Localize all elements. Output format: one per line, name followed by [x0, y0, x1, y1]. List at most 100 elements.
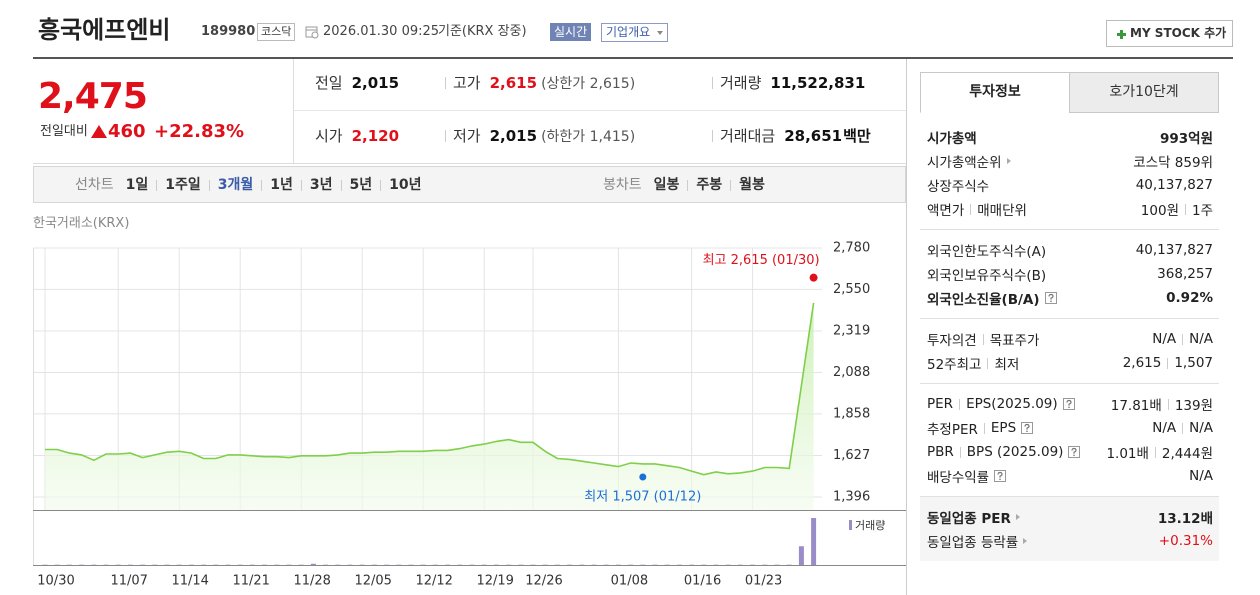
arrow-icon[interactable]: [1015, 514, 1020, 520]
summary-bottom: [33, 163, 906, 164]
mystock-button[interactable]: MY STOCK 추가: [1106, 20, 1233, 47]
info-section: 동일업종 PER 13.12배 동일업종 등락률 +0.31%: [920, 497, 1219, 561]
tab-group-label: 봉차트: [603, 177, 642, 193]
chart-tab[interactable]: 월봉: [739, 177, 765, 193]
info-value: 1.01배 2,444원: [1106, 442, 1213, 462]
info-label: 외국인소진율(B/A): [927, 288, 1057, 308]
chart-tab[interactable]: 1주일: [165, 177, 201, 193]
info-row: 액면가 매매단위 100원 1주: [920, 197, 1219, 221]
tab-group-label: 선차트: [75, 177, 114, 193]
help-icon[interactable]: [994, 470, 1007, 482]
label-part: 외국인소진율(B/A): [927, 292, 1040, 308]
chart-tab[interactable]: 3개월: [217, 177, 254, 193]
value-part: 368,257: [1157, 266, 1213, 282]
info-value: N/A N/A: [1152, 420, 1213, 436]
chart-tab[interactable]: 주봉: [696, 177, 723, 193]
chart-tab-bar: [33, 166, 906, 203]
value-part: 2,444원: [1161, 446, 1213, 462]
volume-legend-swatch: [849, 520, 852, 530]
label-part: 목표주가: [989, 333, 1040, 349]
info-label: 외국인한도주식수(A): [927, 240, 1046, 260]
summary-cell: 시가 2,120: [315, 126, 399, 146]
info-value: +0.31%: [1159, 533, 1213, 549]
summary-cell: 고가 2,615 (상한가 2,615): [453, 73, 635, 94]
y-tick-label: 1,627: [833, 448, 870, 463]
label-part: 투자의견: [927, 333, 977, 349]
price-chart: 1,396 1,627 1,858 2,088 2,319 2,550 2,780 10/30…: [33, 241, 906, 589]
info-value: N/A N/A: [1152, 331, 1213, 347]
cell-value: 11,522,831: [770, 74, 866, 92]
info-row: 시가총액 993억원: [920, 125, 1219, 149]
volume-legend: 거래량: [855, 519, 885, 532]
info-label: PBR BPS (2025.09): [927, 444, 1081, 460]
separator: [1167, 357, 1169, 369]
header-rule: [33, 57, 1233, 59]
chart-tab[interactable]: 5년: [349, 177, 373, 193]
x-tick-label: 12/12: [415, 574, 452, 589]
arrow-icon[interactable]: [1023, 538, 1028, 544]
change-value: 460: [108, 121, 146, 142]
mystock-label: MY STOCK 추가: [1130, 26, 1227, 40]
summary-cell: 저가 2,015 (하한가 1,415): [453, 126, 635, 147]
panel-divider: [906, 59, 907, 595]
info-label: 외국인보유주식수(B): [927, 264, 1046, 284]
chart-tab[interactable]: 1일: [125, 177, 149, 193]
y-tick-label: 2,780: [833, 241, 870, 256]
volume-bar: [811, 518, 817, 565]
separator: [380, 179, 382, 191]
label-part: EPS(2025.09): [966, 396, 1058, 412]
separator: [983, 422, 985, 434]
chart-tab[interactable]: 3년: [309, 177, 333, 193]
info-label: 배당수익률: [927, 466, 1007, 486]
chart-tab[interactable]: 일봉: [653, 177, 680, 193]
price-line: [45, 302, 815, 476]
info-row: 추정PER EPS N/A N/A: [920, 416, 1219, 440]
value-part: +0.31%: [1158, 533, 1213, 549]
label-part: BPS (2025.09): [966, 444, 1064, 460]
cell-value: 2,615: [489, 74, 538, 92]
chart-tab[interactable]: 1년: [270, 177, 293, 193]
info-label: 시가총액: [927, 127, 977, 147]
arrow-icon[interactable]: [1006, 158, 1011, 164]
cell-divider: [445, 130, 446, 142]
value-part: 코스닥 859위: [1133, 155, 1213, 171]
tab-group: 봉차트 일봉 주봉 월봉: [603, 175, 767, 195]
info-row: 배당수익률 N/A: [920, 464, 1219, 488]
label-part: 동일업종 등락률: [927, 535, 1019, 551]
info-section: PER EPS(2025.09) 17.81배 139원 추정PER EPS N/A N/A P…: [920, 384, 1219, 497]
calendar-icon: [305, 26, 319, 39]
info-value: 40,137,827: [1136, 177, 1213, 193]
cell-value: 28,651: [784, 127, 843, 145]
separator: [1167, 398, 1169, 410]
summary-cell: 거래대금 28,651백만: [720, 126, 871, 146]
price-box-divider: [293, 59, 294, 164]
value-part: 1.01배: [1106, 446, 1149, 462]
help-icon[interactable]: [1062, 398, 1075, 410]
x-tick-label: 01/23: [745, 574, 782, 589]
separator: [1182, 422, 1184, 434]
info-value: 40,137,827: [1136, 242, 1213, 258]
help-icon[interactable]: [1044, 292, 1057, 304]
info-panel: 시가총액 993억원 시가총액순위 코스닥 859위 상장주식수 40,137,827 액면…: [920, 117, 1219, 561]
panel-tab[interactable]: 호가10단계: [1069, 72, 1219, 113]
info-value: 0.92%: [1166, 290, 1213, 306]
low-label: 최저 1,507 (01/12): [584, 490, 701, 505]
realtime-badge[interactable]: 실시간: [550, 23, 592, 41]
cell-label: 전일: [315, 74, 343, 92]
help-icon[interactable]: [1021, 422, 1034, 434]
dropdown-arrow: [657, 31, 663, 35]
cell-divider: [445, 77, 446, 89]
help-icon[interactable]: [1068, 446, 1081, 458]
info-row: 동일업종 등락률 +0.31%: [920, 529, 1219, 553]
stock-name: 흥국에프엔비: [38, 16, 171, 44]
chart-tab[interactable]: 10년: [389, 177, 422, 193]
price-area: [45, 302, 814, 510]
info-label: 투자의견 목표주가: [927, 329, 1039, 349]
info-row: 시가총액순위 코스닥 859위: [920, 149, 1219, 173]
up-triangle: [91, 125, 107, 138]
separator: [730, 179, 732, 191]
info-label: PER EPS(2025.09): [927, 396, 1075, 412]
company-button[interactable]: 기업개요: [601, 23, 668, 42]
label-part: EPS: [990, 420, 1017, 436]
panel-tab[interactable]: 투자정보: [920, 72, 1070, 113]
